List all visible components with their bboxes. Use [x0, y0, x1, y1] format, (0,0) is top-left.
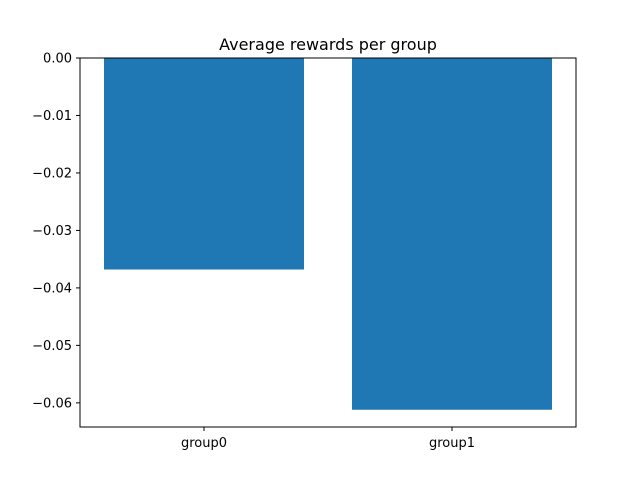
x-tick-label: group0 [181, 436, 227, 451]
y-tick-label: −0.05 [32, 339, 72, 354]
y-tick-label: −0.02 [32, 166, 72, 181]
x-axis: group0 group1 [181, 427, 475, 451]
y-tick-label: 0.00 [43, 52, 72, 67]
y-tick-label: −0.03 [32, 224, 72, 239]
x-tick-label: group1 [429, 436, 475, 451]
y-tick-label: −0.04 [32, 281, 72, 296]
bar-group1 [352, 58, 552, 410]
y-tick-label: −0.06 [32, 396, 72, 411]
bar-group0 [104, 58, 304, 270]
chart-title: Average rewards per group [219, 35, 437, 54]
y-tick-label: −0.01 [32, 109, 72, 124]
bar-layer [104, 58, 552, 410]
y-axis: 0.00 −0.01 −0.02 −0.03 −0.04 −0.05 −0.06 [32, 52, 80, 411]
plot-frame [79, 57, 577, 428]
